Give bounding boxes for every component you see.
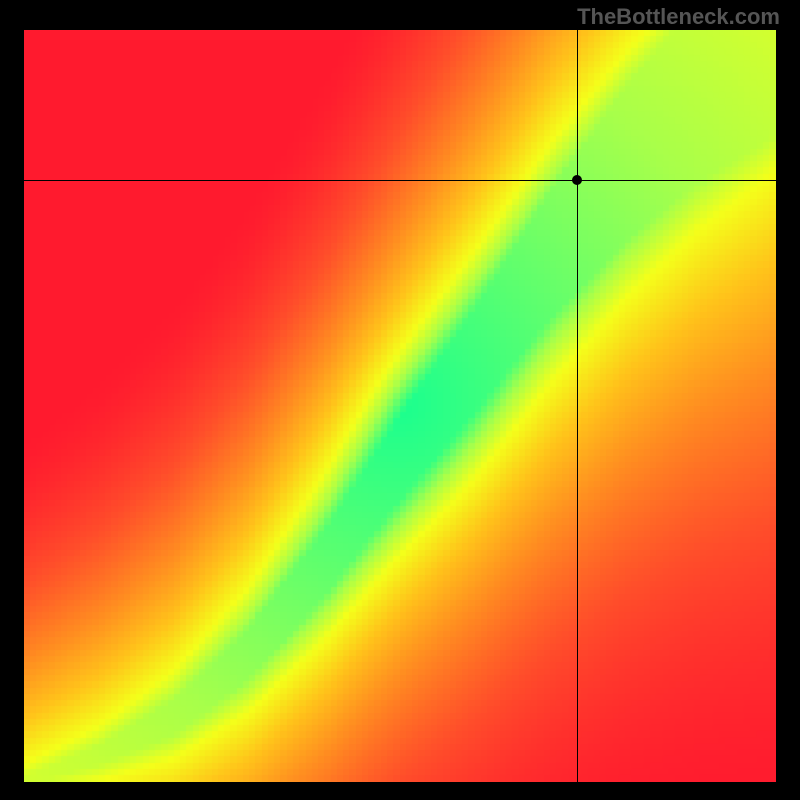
watermark-text: TheBottleneck.com [577,4,780,30]
crosshair-vertical [577,30,578,782]
image-root: TheBottleneck.com [0,0,800,800]
crosshair-marker-icon [572,175,582,185]
heatmap-canvas [24,30,776,782]
crosshair-horizontal [24,180,776,181]
plot-frame [24,30,776,782]
